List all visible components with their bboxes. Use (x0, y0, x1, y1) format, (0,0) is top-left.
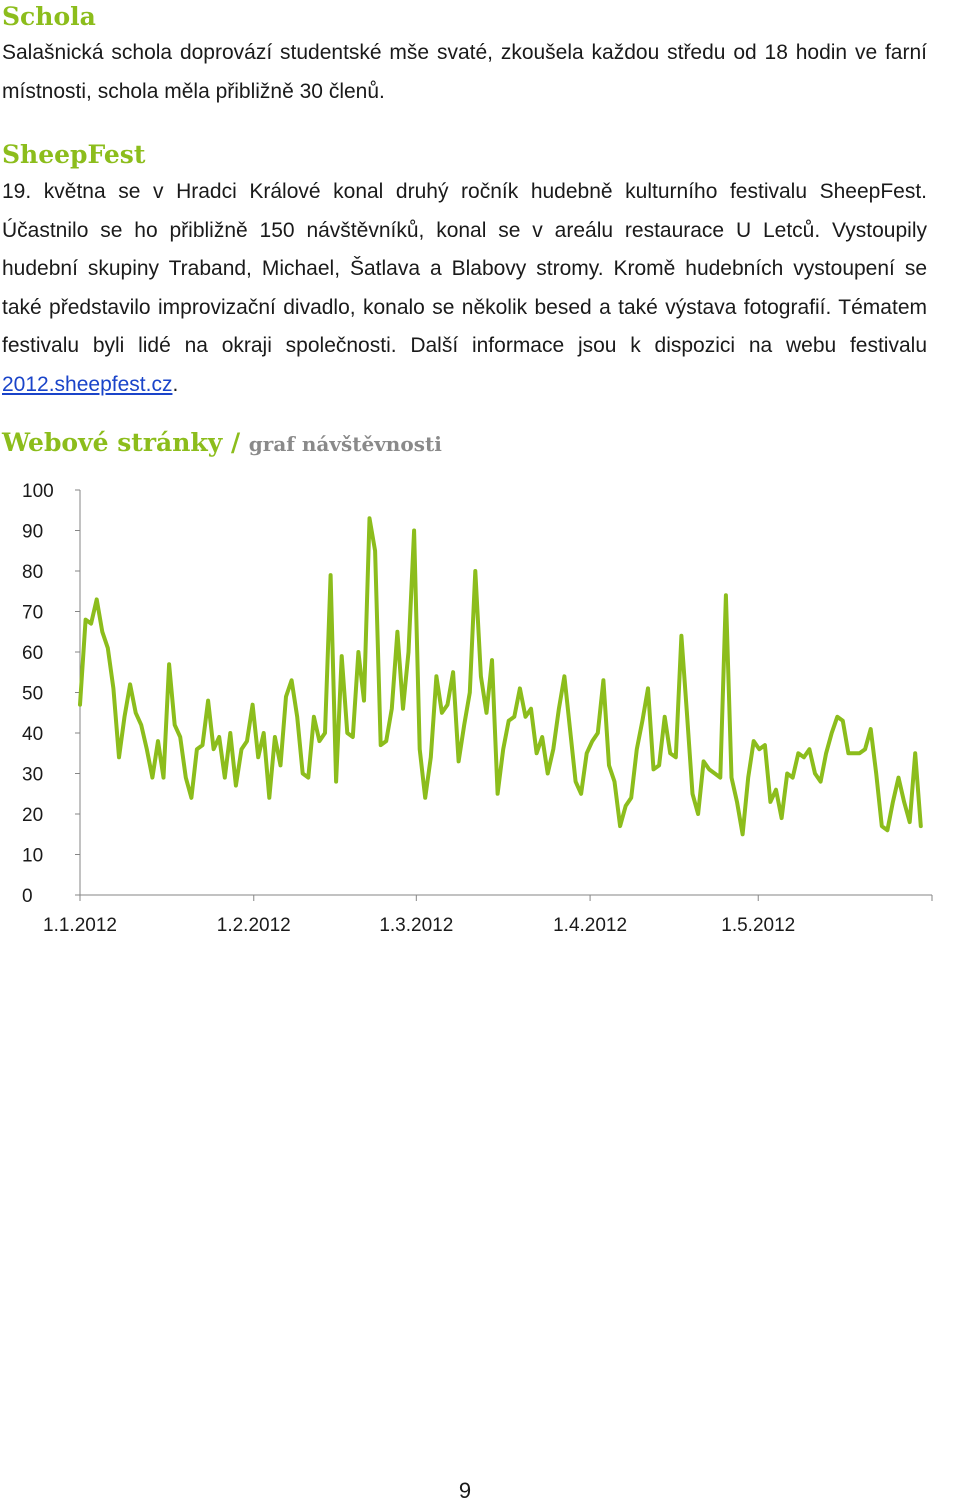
web-heading-sub: graf návštěvnosti (248, 432, 442, 456)
visits-series-line (78, 516, 923, 837)
page-number: 9 (458, 1478, 472, 1503)
y-tick-label: 50 (22, 684, 43, 705)
x-tick-label: 1.5.2012 (721, 915, 795, 936)
festival-link[interactable]: 2012.sheepfest.cz (2, 372, 173, 396)
sheepfest-text: 19. května se v Hradci Králové konal dru… (2, 180, 927, 357)
web-heading-main: Webové stránky / (2, 428, 249, 457)
sheepfest-heading: SheepFest (2, 140, 146, 169)
web-heading: Webové stránky / graf návštěvnosti (2, 426, 442, 461)
x-tick-label: 1.1.2012 (43, 915, 117, 936)
y-tick-label: 30 (22, 765, 43, 786)
y-tick-label: 100 (22, 481, 54, 502)
y-tick-label: 40 (22, 724, 43, 745)
visits-line-chart: 0 10 20 30 40 50 60 70 80 90 100 1.1.2012 1.2.2012 1.… (22, 481, 933, 936)
y-tick-label: 0 (22, 886, 33, 907)
schola-heading: Schola (2, 2, 96, 31)
y-tick-label: 60 (22, 643, 43, 664)
x-tick-label: 1.4.2012 (553, 915, 627, 936)
y-tick-label: 10 (22, 846, 43, 867)
sheepfest-text-end: . (172, 372, 179, 396)
x-tick-label: 1.3.2012 (379, 915, 453, 936)
y-tick-label: 80 (22, 562, 43, 583)
schola-paragraph: Salašnická schola doprovází studentské m… (2, 41, 927, 103)
y-tick-label: 90 (22, 522, 43, 543)
sheepfest-paragraph: 19. května se v Hradci Králové konal dru… (2, 173, 927, 404)
y-tick-label: 20 (22, 805, 43, 826)
y-tick-label: 70 (22, 603, 43, 624)
x-tick-label: 1.2.2012 (217, 915, 291, 936)
